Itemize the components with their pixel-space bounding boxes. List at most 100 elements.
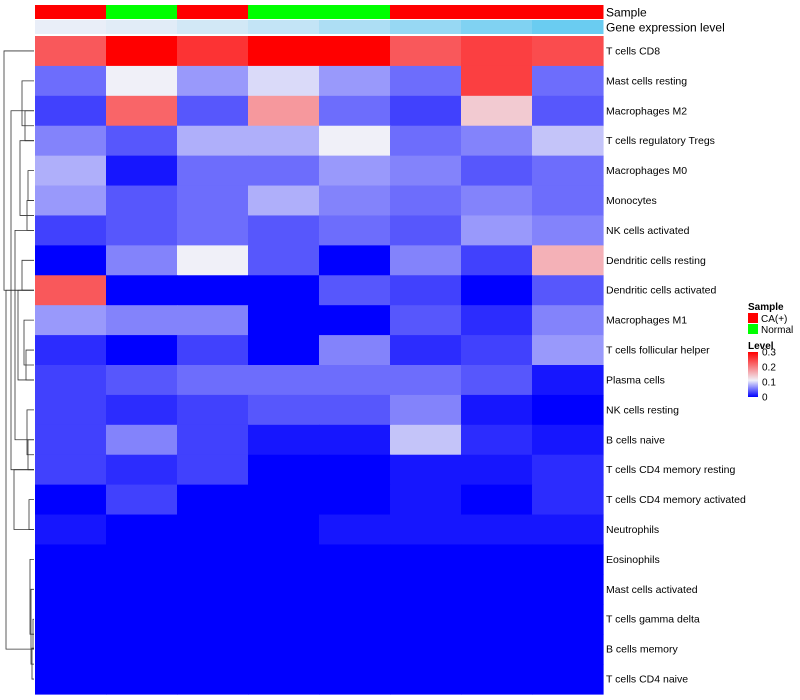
heatmap-cell [35, 365, 107, 396]
heatmap-cell [106, 484, 178, 516]
heatmap-cell [319, 664, 391, 695]
heatmap-cell [390, 125, 462, 157]
heatmap-cell [532, 305, 604, 336]
heatmap-cell [532, 215, 604, 246]
heatmap-cell [248, 36, 320, 67]
heatmap-cell [461, 424, 533, 456]
heatmap-cell [248, 365, 320, 396]
sample-annotation-cell [461, 5, 533, 19]
heatmap-cell [461, 95, 533, 127]
heatmap-cell [35, 65, 107, 97]
row-label: T cells CD8 [606, 45, 660, 57]
heatmap-cell [177, 245, 249, 276]
expression-annotation-track [35, 20, 604, 34]
sample-annotation-cell [177, 5, 249, 19]
sample-annotation-cell [532, 5, 604, 19]
heatmap-cell [390, 65, 462, 97]
heatmap-cell [35, 604, 107, 635]
heatmap-cell [106, 424, 178, 456]
heatmap-cell [248, 125, 320, 157]
legend-swatch-ca [748, 313, 758, 323]
sample-annotation-cell [390, 5, 462, 19]
heatmap-cell [177, 65, 249, 97]
heatmap-cell [106, 544, 178, 575]
heatmap-cell [106, 394, 178, 426]
heatmap-cell [319, 185, 391, 217]
heatmap-cell [319, 36, 391, 67]
heatmap-cell [106, 185, 178, 217]
heatmap-cell [248, 245, 320, 276]
heatmap-cell [106, 664, 178, 695]
heatmap-cell [177, 335, 249, 366]
heatmap-cell [248, 664, 320, 695]
expression-annotation-cell [248, 20, 320, 34]
heatmap-cell [461, 365, 533, 396]
heatmap-cell [177, 454, 249, 486]
heatmap-cell [461, 65, 533, 97]
heatmap-cell [532, 335, 604, 366]
heatmap-cell [390, 514, 462, 546]
heatmap-cell [390, 155, 462, 187]
heatmap-cell [461, 215, 533, 246]
heatmap-cell [461, 36, 533, 67]
heatmap-cell [461, 394, 533, 426]
heatmap-cells [35, 36, 604, 695]
heatmap-cell [35, 634, 107, 665]
expression-annotation-cell [35, 20, 107, 34]
heatmap-cell [390, 215, 462, 246]
heatmap-cell [177, 36, 249, 67]
heatmap-cell [319, 245, 391, 276]
heatmap-cell [319, 65, 391, 97]
heatmap-cell [35, 484, 107, 516]
heatmap-cell [248, 424, 320, 456]
heatmap-cell [532, 155, 604, 187]
row-label: T cells CD4 memory activated [606, 494, 746, 506]
heatmap-cell [461, 245, 533, 276]
row-label: B cells naive [606, 434, 665, 446]
expression-track-label: Gene expression level [606, 21, 725, 35]
heatmap-cell [106, 574, 178, 605]
heatmap-cell [319, 454, 391, 486]
row-label: Macrophages M2 [606, 105, 687, 117]
heatmap-cell [35, 185, 107, 217]
heatmap-cell [319, 514, 391, 546]
row-label: Macrophages M0 [606, 165, 687, 177]
heatmap-cell [177, 365, 249, 396]
heatmap-cell [177, 185, 249, 217]
legend-sample-title: Sample [748, 302, 784, 313]
heatmap-cell [248, 484, 320, 516]
row-label: T cells follicular helper [606, 345, 710, 357]
heatmap-cell [532, 365, 604, 396]
heatmap-cell [532, 185, 604, 217]
heatmap-cell [461, 634, 533, 665]
row-label: Macrophages M1 [606, 315, 687, 327]
heatmap-cell [248, 514, 320, 546]
heatmap-cell [319, 335, 391, 366]
heatmap-cell [177, 394, 249, 426]
heatmap-cell [106, 634, 178, 665]
heatmap-cell [390, 335, 462, 366]
heatmap-cell [390, 484, 462, 516]
heatmap-cell [35, 394, 107, 426]
heatmap-cell [461, 125, 533, 157]
heatmap-cell [248, 215, 320, 246]
heatmap-cell [461, 454, 533, 486]
heatmap-cell [532, 65, 604, 97]
heatmap-cell [390, 95, 462, 127]
sample-annotation-cell [248, 5, 320, 19]
heatmap-cell [461, 484, 533, 516]
heatmap-cell [319, 125, 391, 157]
heatmap-cell [248, 454, 320, 486]
expression-annotation-cell [532, 20, 604, 34]
heatmap-cell [35, 95, 107, 127]
heatmap-cell [319, 484, 391, 516]
row-label: B cells memory [606, 644, 679, 656]
heatmap-cell [461, 185, 533, 217]
heatmap-cell [532, 544, 604, 575]
heatmap-cell [35, 155, 107, 187]
heatmap-cell [248, 65, 320, 97]
heatmap-cell [106, 365, 178, 396]
heatmap-cell [106, 215, 178, 246]
heatmap-cell [35, 36, 107, 67]
